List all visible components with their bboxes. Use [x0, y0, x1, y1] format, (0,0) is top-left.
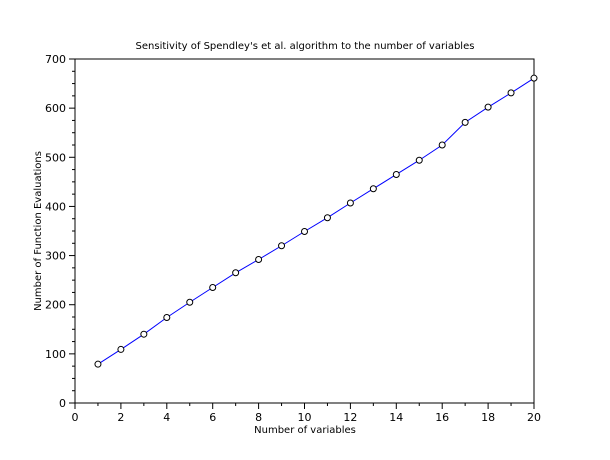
x-tick-label: 2: [117, 411, 124, 424]
data-point: [323, 214, 331, 222]
x-tick-label: 6: [209, 411, 216, 424]
x-axis: 0 2 4 6 8 10 12 14 16 18 20: [72, 403, 541, 424]
y-axis-title: Number of Function Evaluations: [33, 151, 44, 311]
data-point: [278, 242, 286, 250]
chart-title: Sensitivity of Spendley's et al. algorit…: [136, 41, 475, 52]
data-point: [461, 118, 469, 126]
y-axis: 0 100 200 300 400 500 600 700: [45, 53, 75, 410]
data-point: [346, 199, 354, 207]
data-point: [392, 170, 400, 178]
data-point: [507, 89, 515, 97]
data-point: [415, 156, 423, 164]
data-point: [255, 256, 263, 264]
x-tick-label: 8: [255, 411, 262, 424]
data-point: [301, 227, 308, 235]
y-tick-label: 0: [59, 397, 66, 410]
data-point: [163, 313, 171, 321]
x-tick-label: 18: [481, 411, 495, 424]
y-tick-label: 400: [45, 200, 66, 213]
data-point: [186, 298, 194, 306]
data-point: [484, 103, 492, 111]
series-line: [97, 77, 535, 365]
data-points: [94, 74, 538, 368]
x-tick-label: 0: [72, 411, 79, 424]
x-tick-label: 10: [298, 411, 312, 424]
y-tick-label: 500: [45, 151, 66, 164]
x-tick-label: 4: [163, 411, 170, 424]
data-point: [140, 330, 148, 338]
x-tick-label: 12: [343, 411, 357, 424]
y-tick-label: 300: [45, 250, 66, 263]
data-point: [209, 284, 217, 292]
y-tick-label: 600: [45, 102, 66, 115]
data-point: [232, 269, 240, 277]
data-point: [117, 345, 125, 353]
data-point: [369, 185, 377, 193]
y-tick-label: 700: [45, 53, 66, 66]
x-tick-label: 14: [389, 411, 403, 424]
y-tick-label: 200: [45, 299, 66, 312]
x-tick-label: 20: [527, 411, 541, 424]
data-point: [94, 360, 102, 368]
data-point: [438, 141, 446, 149]
y-tick-label: 100: [45, 348, 66, 361]
x-axis-title: Number of variables: [254, 425, 356, 436]
data-point: [530, 74, 538, 82]
x-tick-label: 16: [435, 411, 449, 424]
